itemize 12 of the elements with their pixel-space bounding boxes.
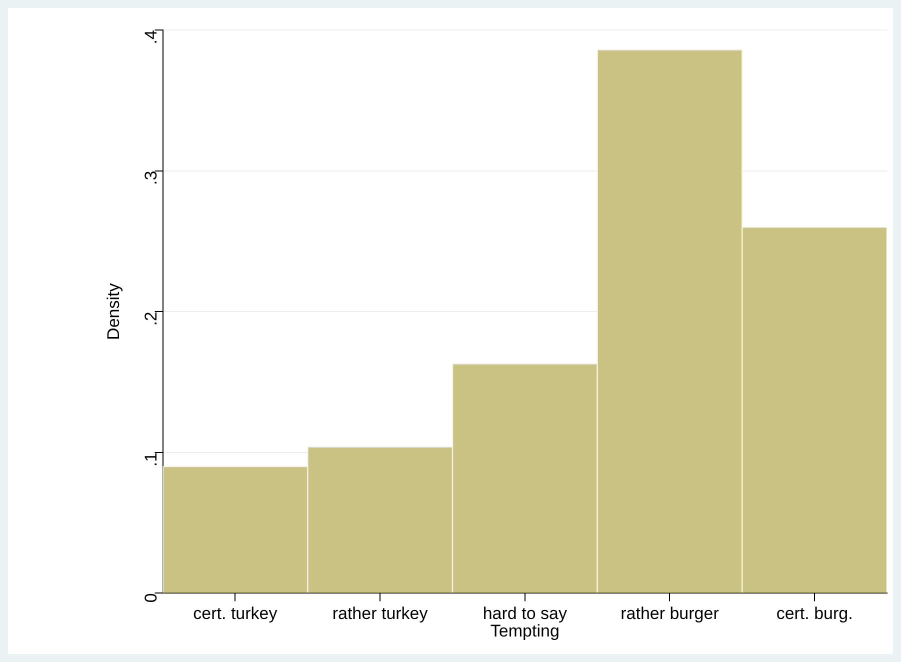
y-tick-label: .4 [141, 30, 160, 44]
x-tick-label: rather burger [620, 604, 720, 624]
x-tick-label: cert. turkey [193, 604, 278, 624]
y-tick-label: .1 [141, 452, 160, 467]
x-tick-label: cert. burg. [776, 604, 853, 624]
y-tick-label: 0 [141, 593, 160, 603]
x-tick-label: hard to say [482, 604, 568, 624]
y-axis-title: Density [104, 282, 123, 340]
x-tick-label: rather turkey [332, 604, 428, 624]
y-tick-label: .3 [141, 170, 160, 185]
x-axis-title: Tempting [490, 621, 560, 640]
y-tick-label: .2 [141, 312, 160, 326]
